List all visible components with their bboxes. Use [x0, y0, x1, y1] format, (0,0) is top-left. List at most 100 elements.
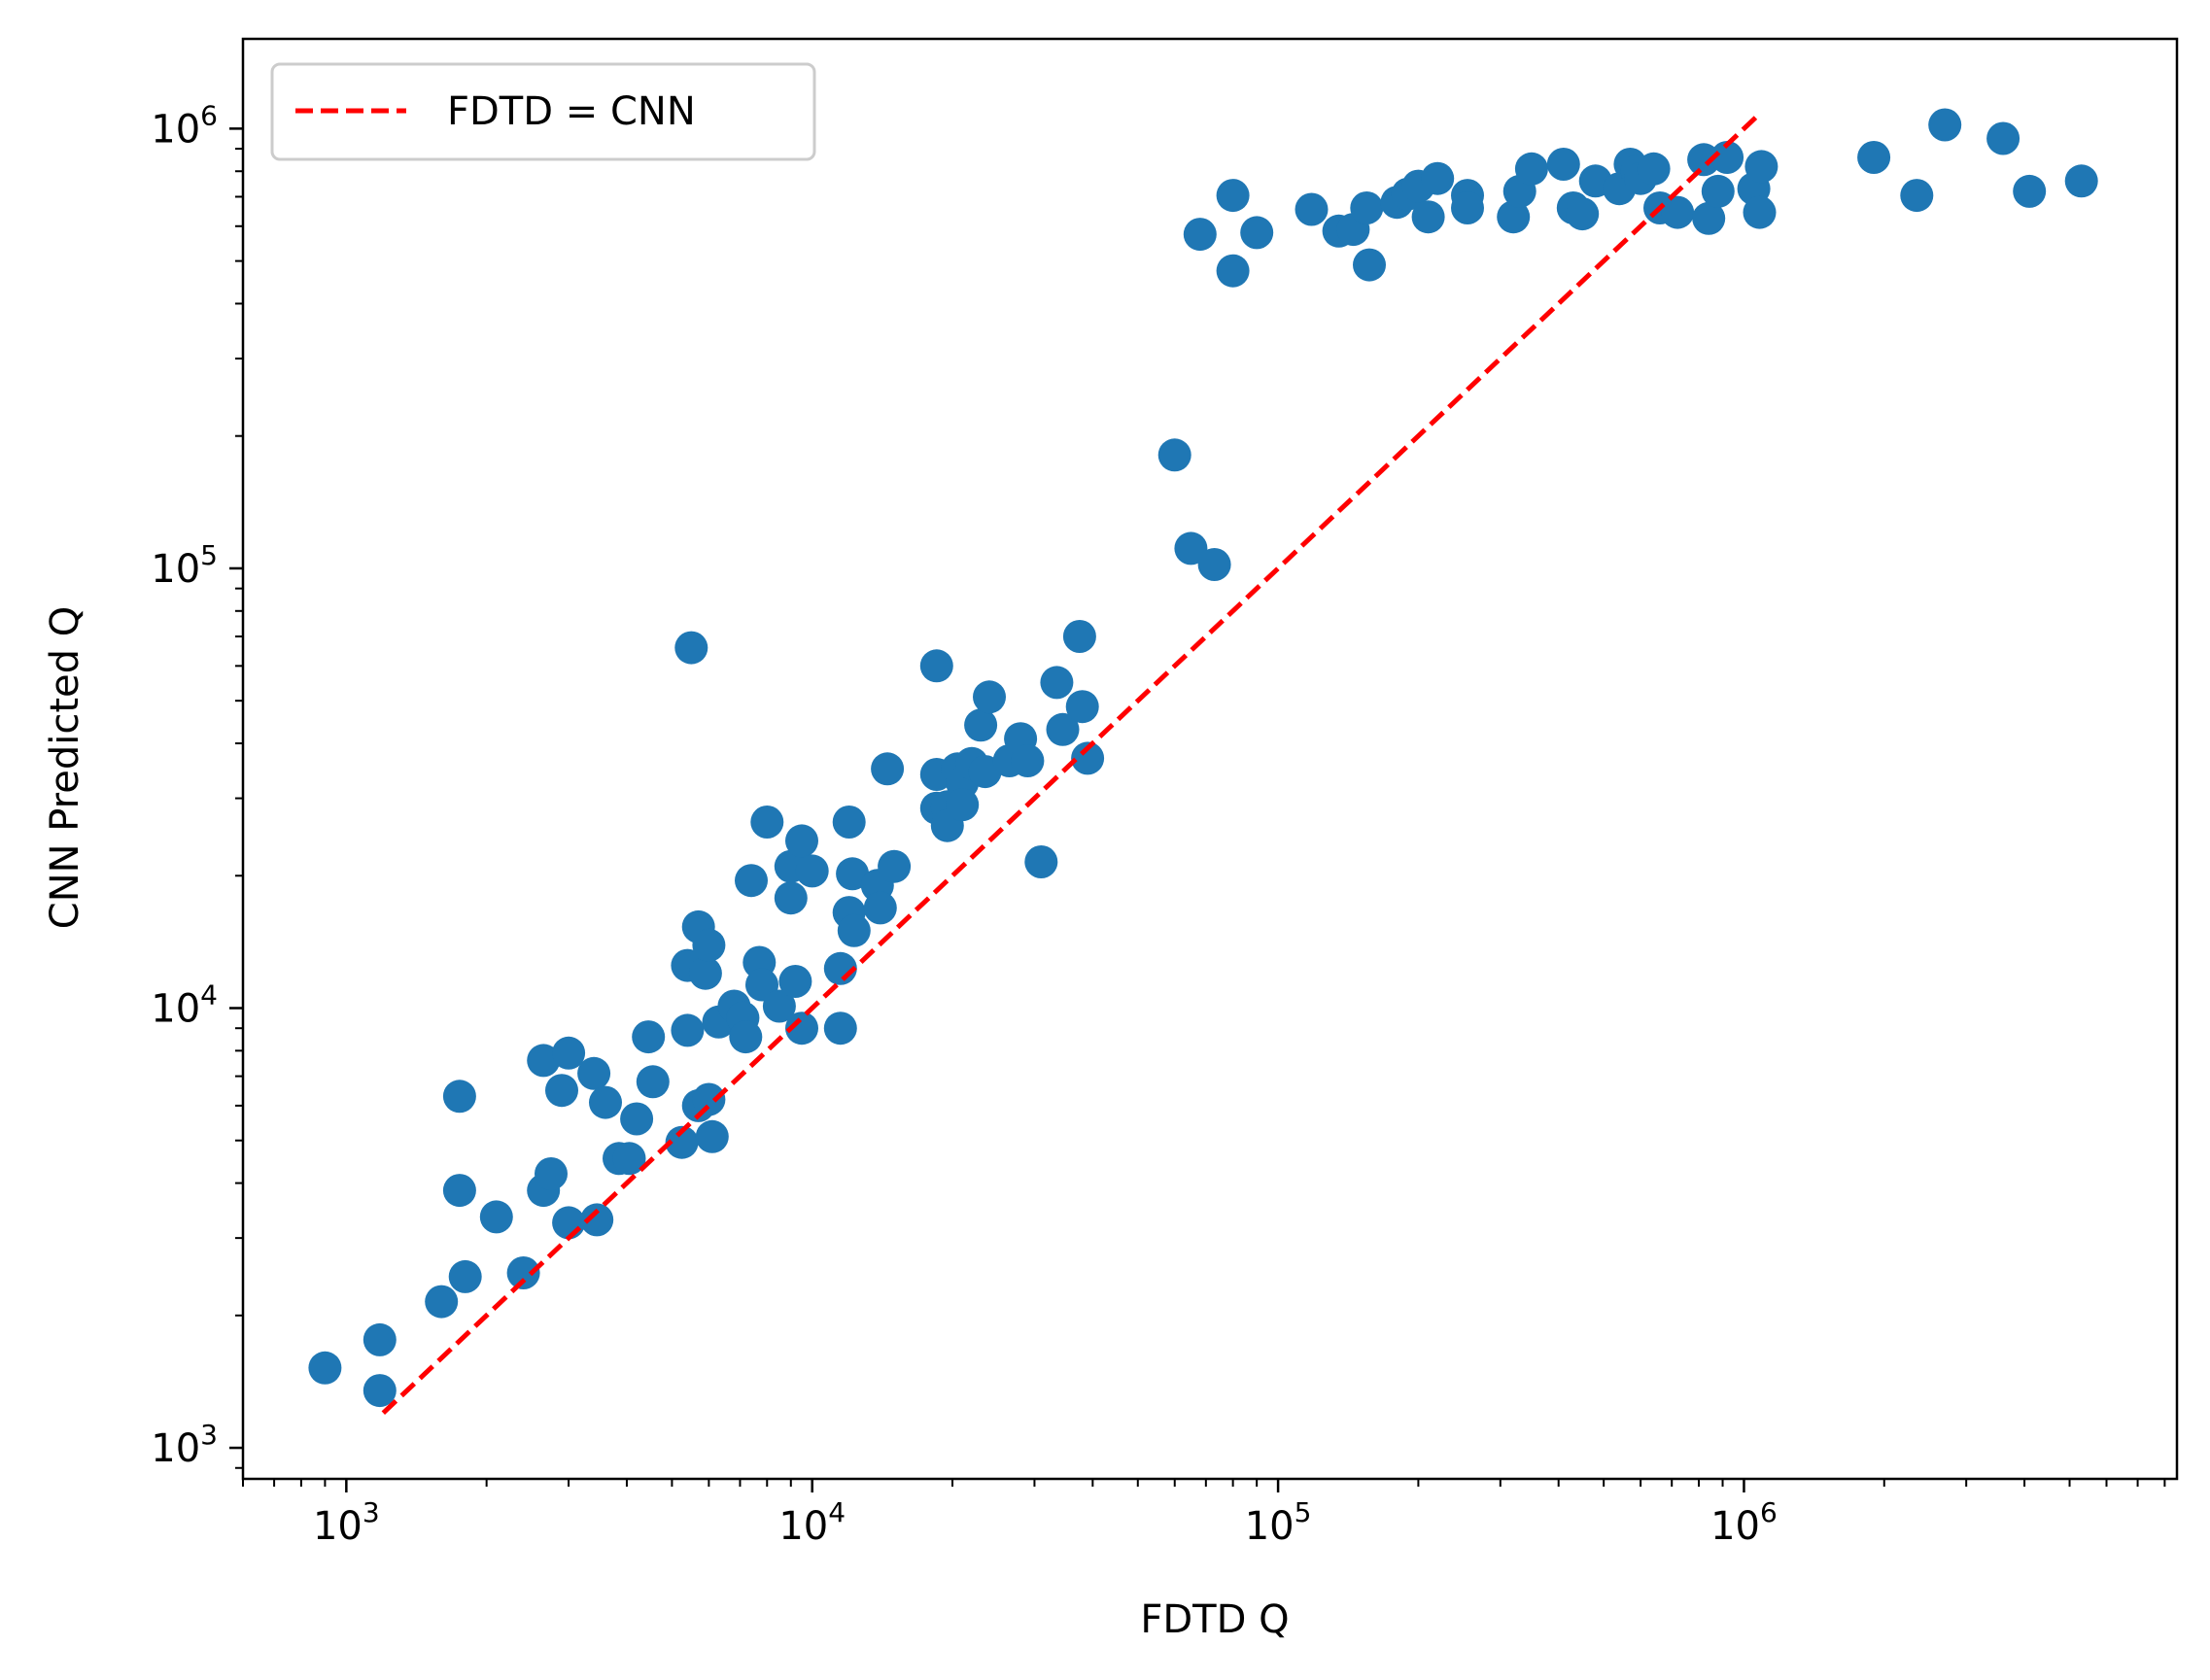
data-point [506, 1256, 540, 1289]
data-point [1183, 218, 1217, 252]
data-point [795, 854, 829, 888]
data-point [878, 849, 912, 883]
data-point [1174, 531, 1208, 566]
data-point [1692, 201, 1726, 235]
data-point [1216, 179, 1250, 213]
data-point [665, 1125, 699, 1159]
data-point [1157, 438, 1191, 472]
data-point [837, 913, 871, 947]
data-point [964, 708, 998, 742]
legend-label-reference-line: FDTD = CNN [447, 89, 696, 134]
data-point [1710, 141, 1744, 174]
data-point [1062, 620, 1096, 653]
data-point [442, 1080, 476, 1114]
data-point [871, 752, 905, 786]
y-tick-label: 103 [151, 1419, 218, 1471]
data-point [1071, 741, 1105, 775]
data-point [612, 1142, 646, 1176]
data-point [1637, 152, 1671, 186]
data-point [832, 806, 866, 839]
data-point [973, 680, 1006, 714]
data-point [552, 1036, 586, 1070]
data-point [1514, 152, 1548, 186]
data-point [535, 1157, 568, 1190]
data-point [442, 1174, 476, 1208]
data-point [1744, 150, 1778, 184]
data-point [1295, 192, 1329, 226]
data-point [552, 1206, 586, 1240]
x-tick-label: 104 [778, 1496, 846, 1549]
data-point [946, 788, 980, 822]
x-axis-ticks: 103 104 105 106 [242, 1479, 2166, 1549]
axes-frame [241, 37, 2179, 1481]
data-point [1011, 744, 1045, 777]
data-point [1046, 712, 1080, 746]
data-point [785, 824, 818, 858]
data-point [545, 1074, 578, 1108]
data-point [363, 1374, 397, 1408]
data-point [425, 1285, 459, 1319]
data-point [580, 1203, 614, 1237]
data-point [1546, 148, 1580, 181]
y-tick-label: 105 [151, 539, 218, 592]
data-point [2013, 174, 2047, 208]
axes-border [241, 37, 2179, 1481]
data-point [1350, 191, 1384, 224]
data-point [1421, 161, 1455, 195]
data-point [688, 956, 722, 990]
legend: FDTD = CNN [270, 62, 816, 161]
data-point [823, 1011, 857, 1046]
data-point [636, 1065, 670, 1099]
data-point [1040, 666, 1074, 700]
data-point [1353, 248, 1386, 282]
data-point [692, 1082, 726, 1116]
y-axis-label: CNN Predicted Q [43, 606, 87, 929]
data-point [774, 881, 808, 915]
data-point [1197, 548, 1231, 581]
data-point [1497, 200, 1531, 234]
data-point [1566, 197, 1600, 231]
data-point [836, 857, 870, 891]
data-point [762, 989, 796, 1023]
data-point [1900, 179, 1934, 213]
data-point [632, 1020, 666, 1054]
data-point [620, 1102, 654, 1136]
legend-box [270, 62, 816, 161]
data-point [1928, 108, 1962, 142]
data-point [919, 649, 953, 683]
data-point [527, 1044, 561, 1078]
data-point [695, 1119, 729, 1153]
plot-content [308, 108, 2098, 1416]
data-point [2064, 164, 2098, 198]
data-point [1857, 141, 1891, 174]
y-tick-label: 106 [151, 99, 218, 152]
data-point [1661, 195, 1695, 229]
data-point [1701, 174, 1735, 208]
data-point [750, 806, 784, 839]
y-tick-label: 104 [151, 978, 218, 1031]
x-axis-label: FDTD Q [1140, 1597, 1289, 1642]
x-tick-label: 103 [313, 1496, 380, 1549]
data-point [308, 1351, 342, 1385]
data-point [674, 631, 708, 665]
data-point [1024, 845, 1058, 878]
data-point [735, 864, 768, 898]
data-point [1240, 216, 1274, 250]
data-point [1451, 191, 1484, 224]
data-point [1411, 200, 1445, 234]
x-tick-label: 105 [1245, 1496, 1312, 1549]
x-tick-label: 106 [1710, 1496, 1778, 1549]
data-point [778, 965, 812, 998]
data-point [577, 1056, 611, 1090]
data-point [671, 1013, 705, 1047]
data-point [448, 1259, 482, 1293]
data-point [692, 928, 726, 962]
data-point [785, 1011, 818, 1046]
data-point [589, 1085, 622, 1119]
data-point [863, 891, 897, 925]
data-point [479, 1200, 513, 1234]
data-point [1743, 195, 1777, 229]
data-point [363, 1322, 397, 1356]
